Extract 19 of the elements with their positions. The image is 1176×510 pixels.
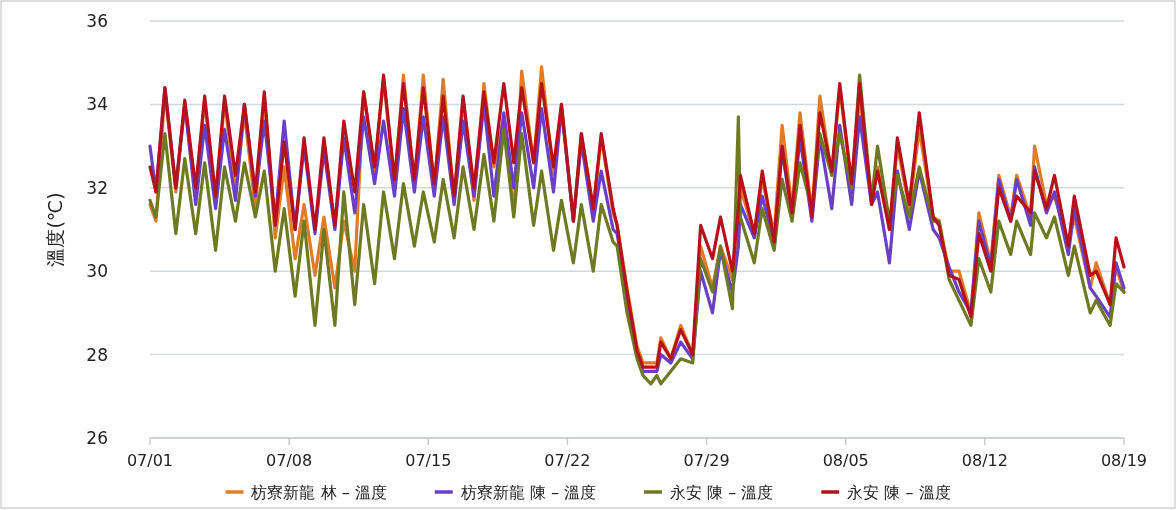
y-tick-label: 32 xyxy=(86,177,108,198)
x-tick-label: 07/08 xyxy=(266,451,313,470)
x-tick-label: 07/01 xyxy=(126,451,174,470)
y-tick-label: 26 xyxy=(86,428,108,448)
x-tick-label: 07/22 xyxy=(544,451,591,470)
x-tick-label: 08/05 xyxy=(822,451,869,470)
y-tick-label: 28 xyxy=(86,344,108,365)
legend-label: 永安 陳 – 溫度 xyxy=(670,483,774,502)
x-tick-label: 07/29 xyxy=(683,451,730,470)
legend-label: 枋寮新龍 林 – 溫度 xyxy=(250,483,387,502)
legend-label: 枋寮新龍 陳 – 溫度 xyxy=(459,483,596,502)
x-tick-label: 08/19 xyxy=(1100,451,1148,470)
y-axis-title: 溫度(℃) xyxy=(44,192,66,267)
x-tick-label: 07/15 xyxy=(405,451,452,470)
x-tick-label: 08/12 xyxy=(961,451,1008,470)
y-tick-label: 30 xyxy=(86,261,108,282)
y-tick-label: 36 xyxy=(86,11,108,31)
y-tick-label: 34 xyxy=(86,94,108,115)
legend-label: 永安 陳 – 溫度 xyxy=(847,483,951,502)
